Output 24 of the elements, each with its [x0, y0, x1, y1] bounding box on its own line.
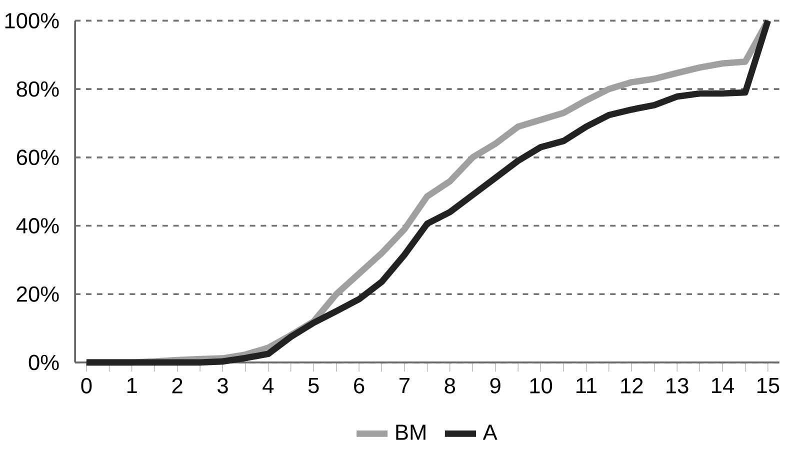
x-tick-label: 3: [218, 378, 228, 394]
y-tick-label: 60%: [16, 150, 59, 166]
x-tick-label: 6: [354, 378, 364, 394]
x-tick-label: 1: [127, 378, 137, 394]
y-tick-label: 80%: [16, 81, 59, 97]
x-tick-label: 5: [308, 378, 319, 394]
y-tick-label: 0%: [28, 354, 59, 370]
x-tick-label: 9: [490, 378, 500, 394]
y-tick-label: 40%: [16, 218, 59, 234]
x-tick-label: 8: [444, 378, 456, 394]
x-tick-label: 4: [262, 378, 274, 394]
y-tick-label: 100%: [5, 12, 59, 28]
x-tick-label: 13: [666, 378, 688, 394]
x-tick-label: 7: [400, 378, 410, 394]
x-tick-label: 10: [530, 378, 552, 394]
y-tick-label: 20%: [16, 286, 59, 302]
x-tick-label: 2: [172, 378, 182, 394]
x-tick-label: 15: [757, 378, 780, 394]
x-tick-label: 0: [81, 378, 92, 394]
legend-label: BM: [396, 424, 426, 440]
x-tick-label: 14: [712, 378, 734, 394]
legend-label: A: [482, 424, 498, 440]
x-tick-label: 11: [576, 378, 596, 394]
x-tick-label: 12: [621, 378, 643, 394]
